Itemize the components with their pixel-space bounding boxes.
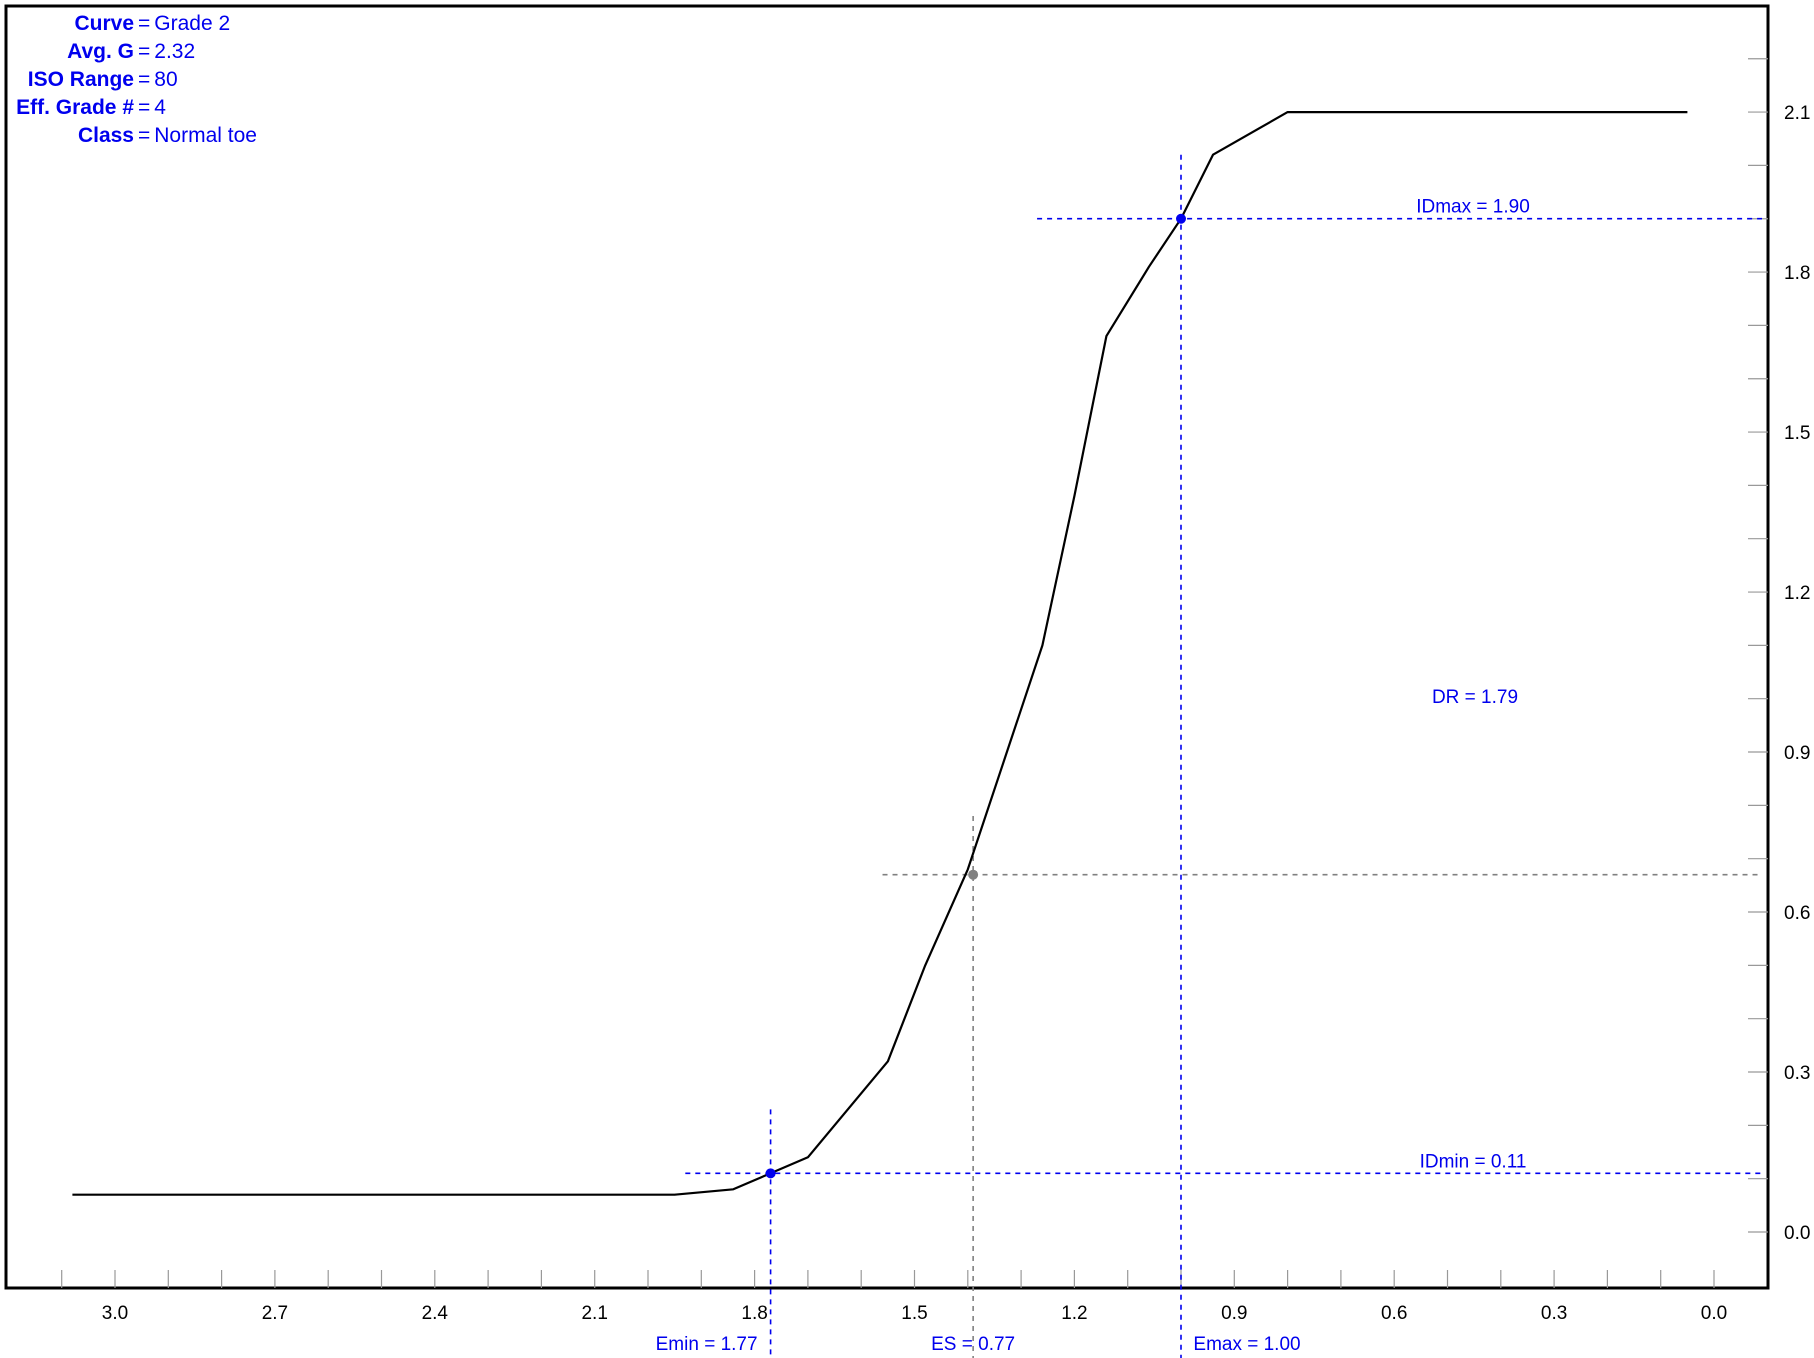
dr-annotation: DR = 1.79 xyxy=(1432,687,1518,708)
emax-label: Emax = 1.00 xyxy=(1193,1334,1300,1355)
info-key: Eff. Grade # xyxy=(16,96,134,119)
x-tick-label: 2.1 xyxy=(581,1303,607,1324)
info-value: Normal toe xyxy=(154,124,257,147)
x-tick-label: 2.4 xyxy=(422,1303,449,1324)
emin-point xyxy=(765,1168,776,1179)
plot-frame xyxy=(4,4,1770,1290)
x-tick-label: 0.9 xyxy=(1221,1303,1247,1324)
y-tick-label: 2.1 xyxy=(1784,103,1810,124)
curve-info-panel: Curve = Grade 2 Avg. G = 2.32 ISO Range = 80 E… xyxy=(0,10,300,150)
info-value: 4 xyxy=(154,96,166,119)
characteristic-curve xyxy=(72,110,1688,1196)
info-value: Grade 2 xyxy=(154,12,231,35)
x-tick-label: 1.5 xyxy=(901,1303,927,1324)
info-value: 2.32 xyxy=(154,40,196,63)
emin-label: Emin = 1.77 xyxy=(656,1334,758,1355)
y-tick-label: 0.0 xyxy=(1784,1223,1810,1244)
info-row-curve: Curve = Grade 2 xyxy=(0,10,300,38)
y-tick-label: 1.8 xyxy=(1784,263,1810,284)
info-key: Curve xyxy=(74,12,134,35)
x-tick-label: 1.8 xyxy=(741,1303,767,1324)
emax-point xyxy=(1176,213,1186,224)
idmax-label: IDmax = 1.90 xyxy=(1416,197,1530,218)
x-tick-label: 0.3 xyxy=(1541,1303,1567,1324)
info-key: ISO Range xyxy=(27,68,134,91)
info-key: Avg. G xyxy=(67,40,134,63)
info-row-iso-range: ISO Range = 80 xyxy=(0,66,300,94)
y-tick-label: 0.9 xyxy=(1784,743,1810,764)
x-tick-label: 2.7 xyxy=(262,1303,288,1324)
info-row-eff-grade: Eff. Grade # = 4 xyxy=(0,94,300,122)
x-tick-label: 0.0 xyxy=(1701,1303,1727,1324)
es-label: ES = 0.77 xyxy=(931,1334,1015,1355)
info-row-class: Class = Normal toe xyxy=(0,122,300,150)
x-tick-label: 3.0 xyxy=(102,1303,128,1324)
y-tick-label: 1.2 xyxy=(1784,583,1810,604)
y-tick-label: 0.6 xyxy=(1784,903,1810,924)
y-tick-label: 1.5 xyxy=(1784,423,1810,444)
info-row-avg-g: Avg. G = 2.32 xyxy=(0,38,300,66)
info-value: 80 xyxy=(154,68,178,91)
es-point xyxy=(968,869,979,880)
info-key: Class xyxy=(77,124,134,147)
x-tick-label: 1.2 xyxy=(1061,1303,1087,1324)
idmin-label: IDmin = 0.11 xyxy=(1420,1151,1527,1172)
y-tick-label: 0.3 xyxy=(1784,1063,1810,1084)
x-tick-label: 0.6 xyxy=(1381,1303,1407,1324)
